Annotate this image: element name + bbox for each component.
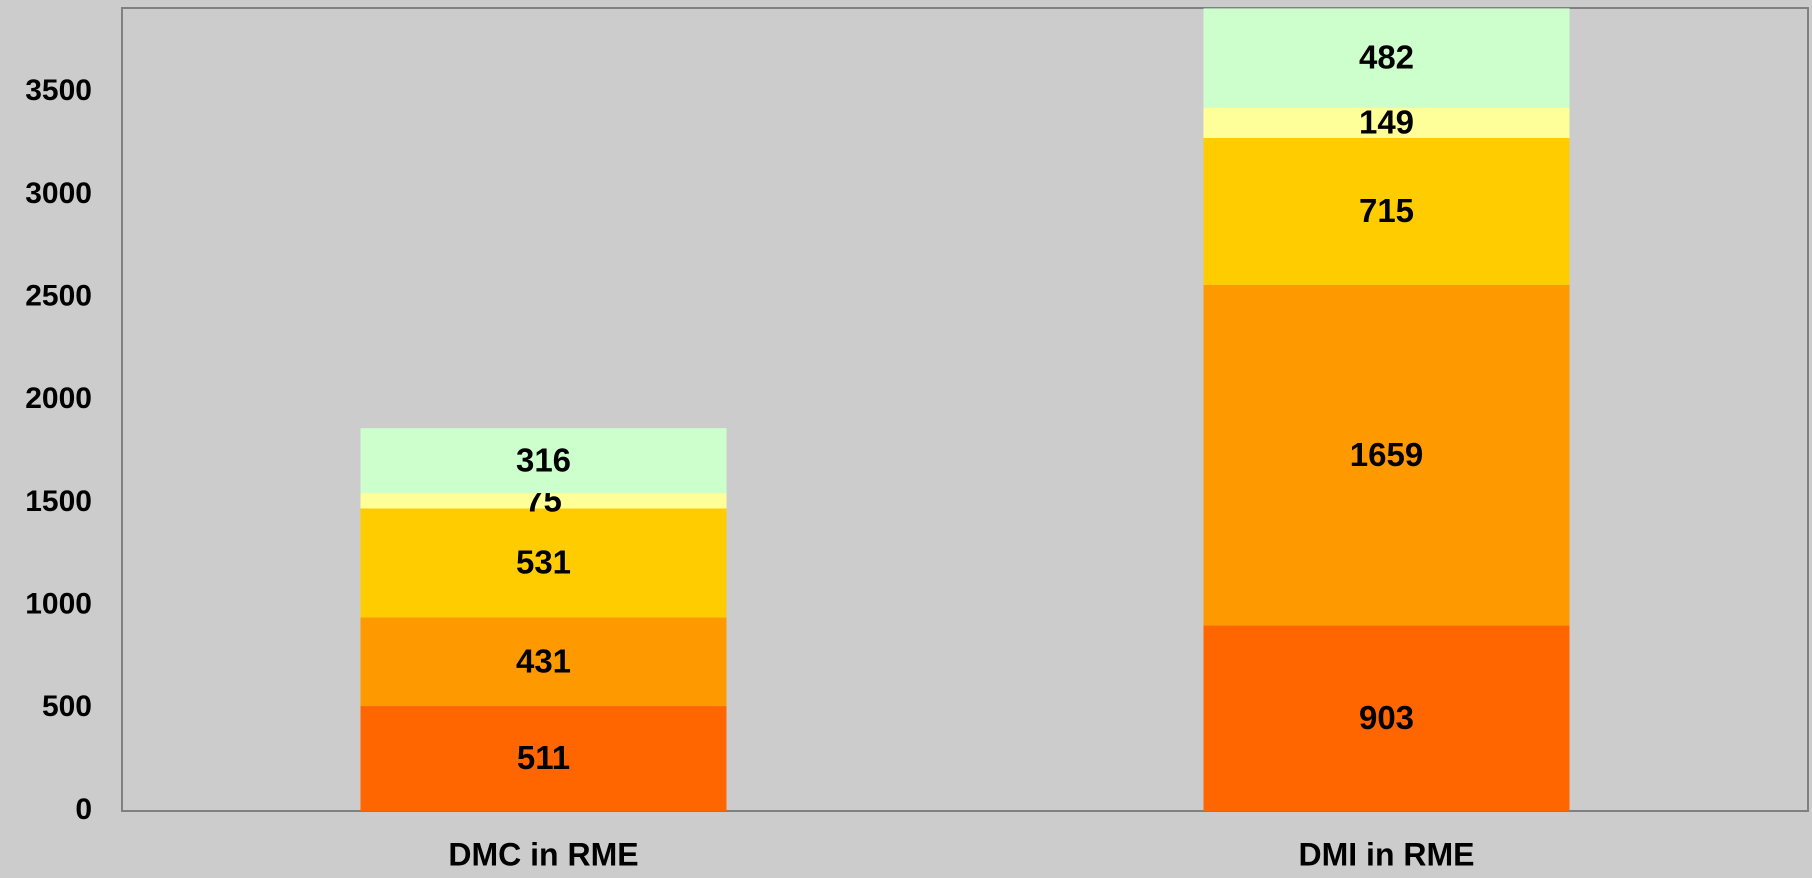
data-label: 531 <box>516 544 571 581</box>
y-tick-label: 500 <box>42 690 92 723</box>
x-tick-label: DMC in RME <box>448 836 638 872</box>
y-tick-label: 2000 <box>25 382 92 415</box>
y-tick-label: 1500 <box>25 485 92 518</box>
y-tick-label: 0 <box>75 793 92 826</box>
y-tick-label: 2500 <box>25 279 92 312</box>
data-label: 1659 <box>1350 436 1423 473</box>
y-tick-label: 1000 <box>25 588 92 621</box>
data-label: 316 <box>516 441 571 478</box>
data-label: 715 <box>1359 192 1414 229</box>
data-label: 431 <box>516 643 571 680</box>
bar-segment <box>360 428 727 494</box>
data-label: 903 <box>1359 699 1414 736</box>
y-tick-label: 3500 <box>25 74 92 107</box>
data-label: 482 <box>1359 39 1414 76</box>
plot-area <box>121 7 1809 812</box>
y-tick-label: 3000 <box>25 177 92 210</box>
bar-segment <box>1203 137 1570 285</box>
bar-segment <box>360 508 727 618</box>
bar-segment <box>360 617 727 707</box>
bar-segment <box>1203 107 1570 138</box>
x-tick-label: DMI in RME <box>1299 836 1475 872</box>
bar-segment <box>1203 284 1570 626</box>
bar-segment <box>1203 8 1570 108</box>
data-label: 511 <box>517 739 570 776</box>
data-label: 149 <box>1359 103 1414 140</box>
bar-segment <box>360 706 727 811</box>
bar-segment <box>360 493 727 509</box>
bar-segment <box>1203 625 1570 811</box>
